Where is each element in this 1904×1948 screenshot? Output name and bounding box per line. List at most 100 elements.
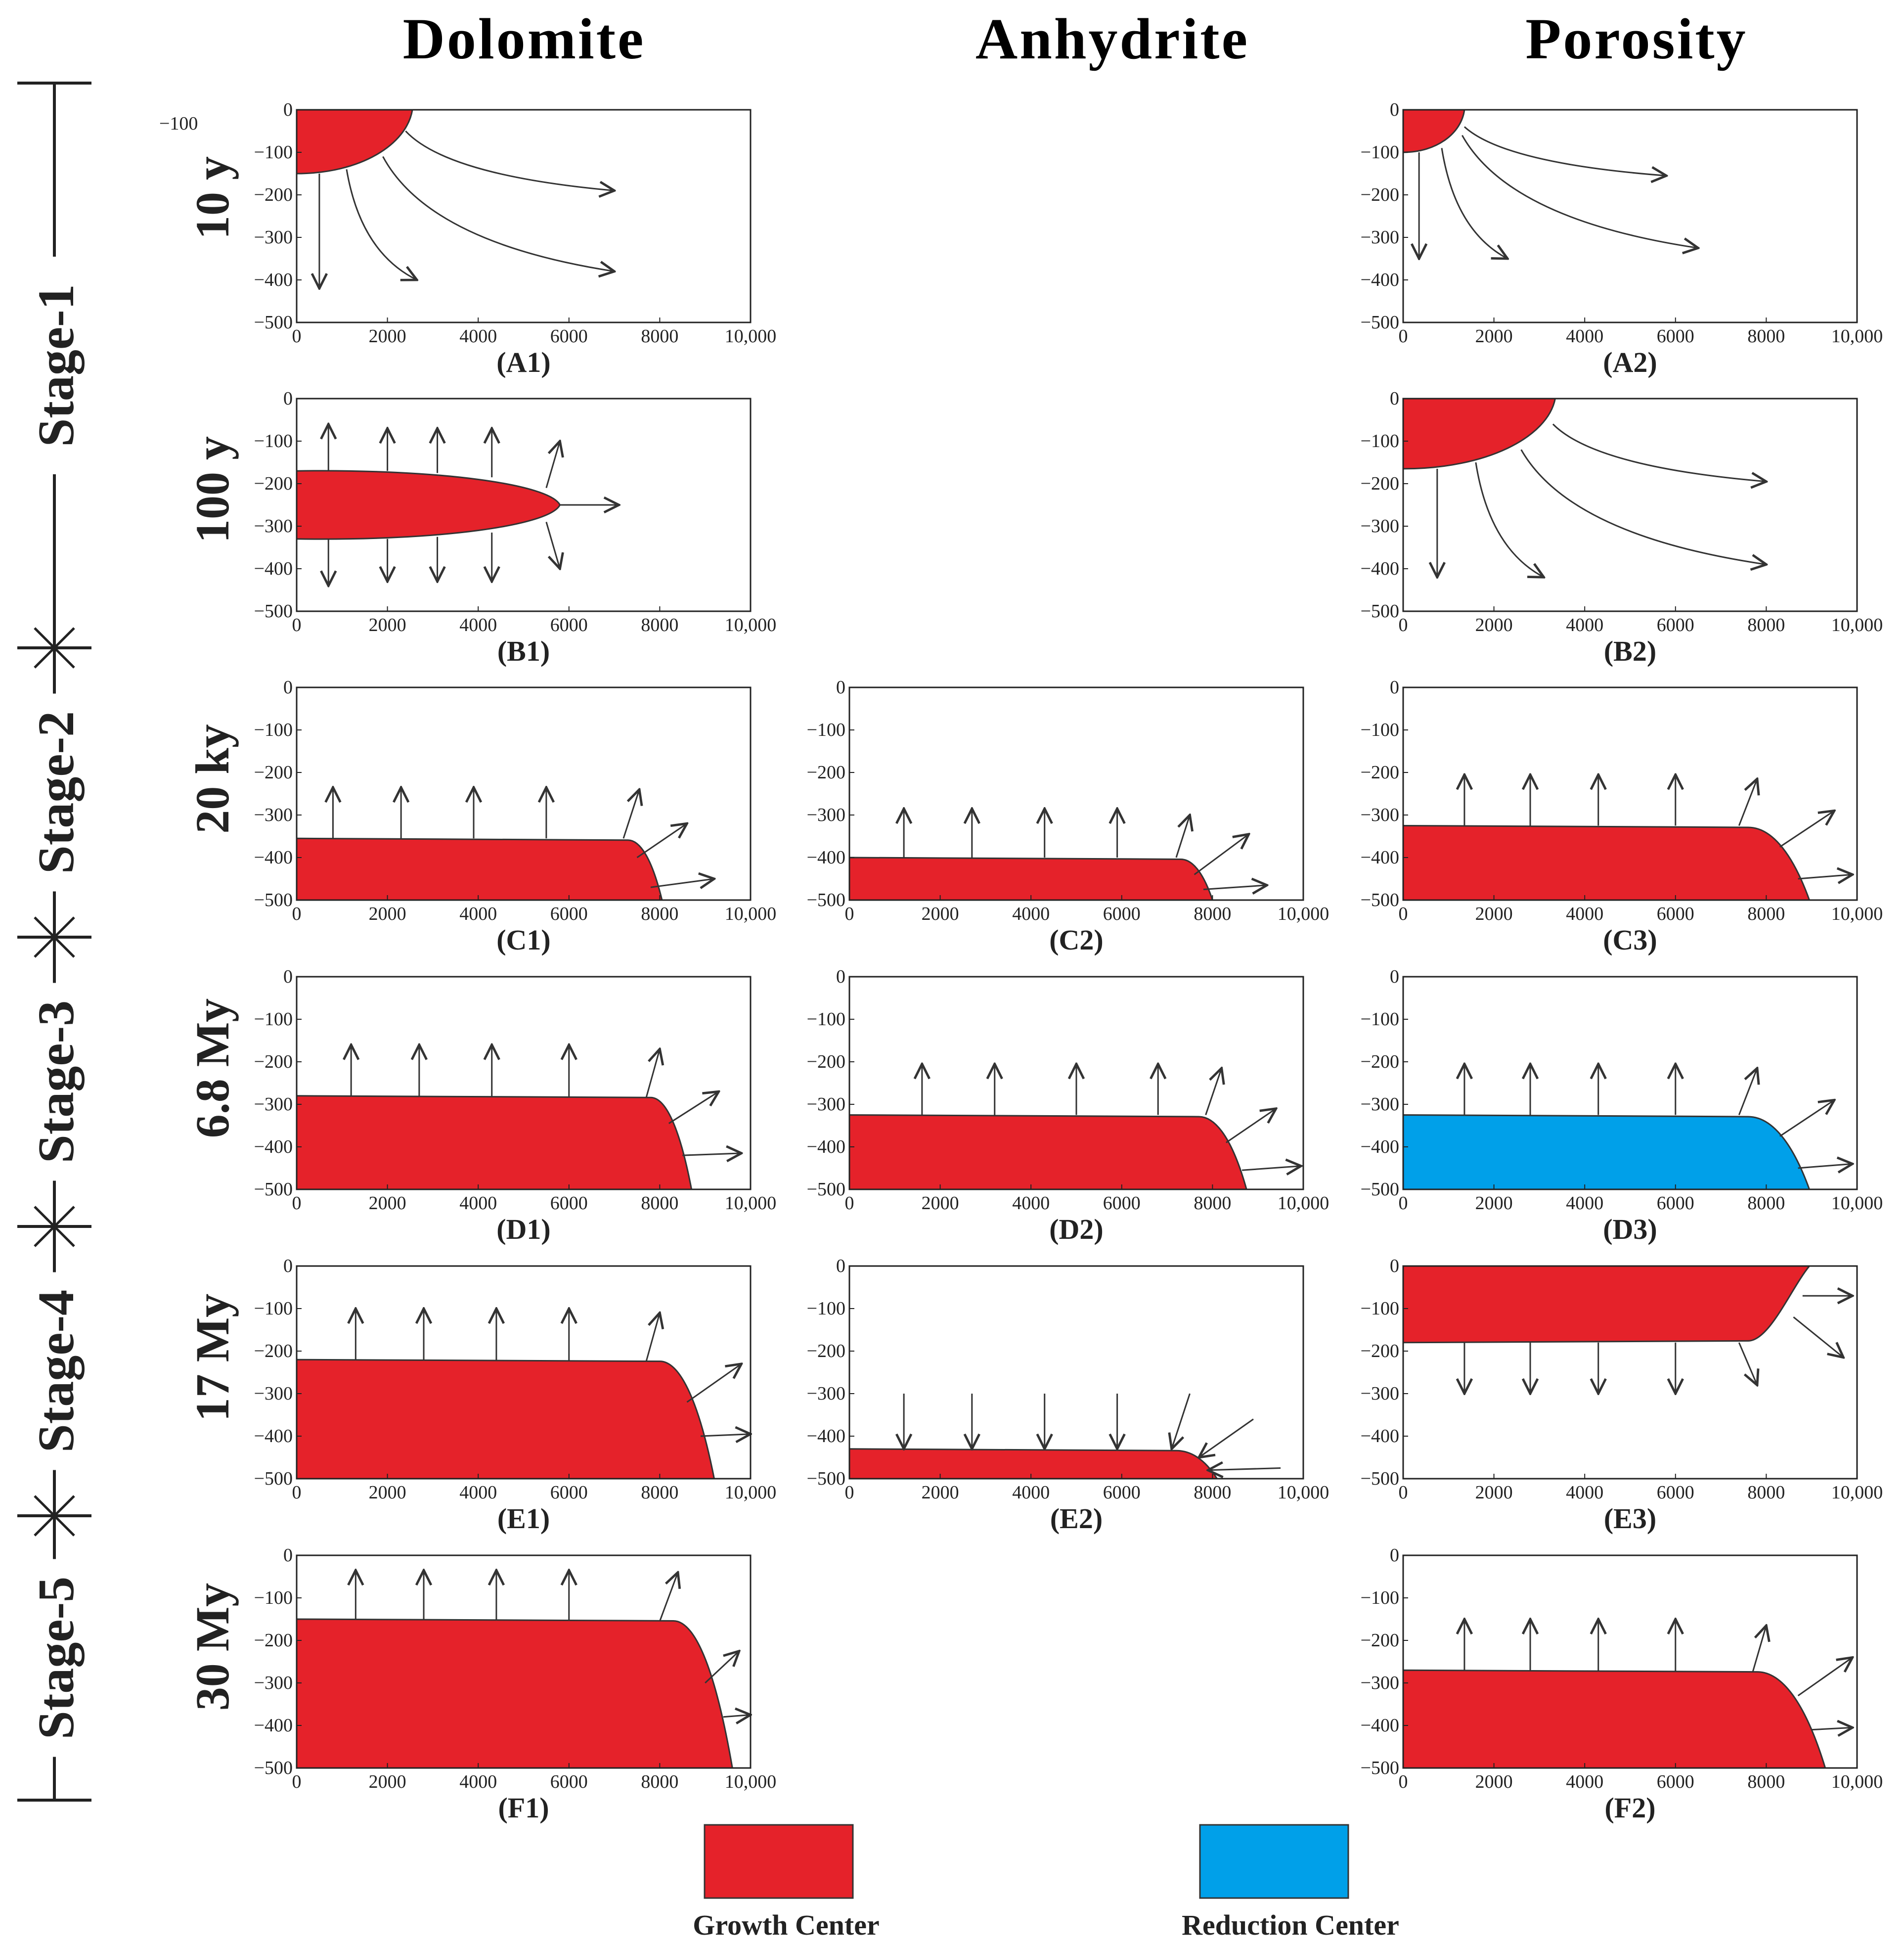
panel-frame-B1 [296,398,752,612]
x-tick-label: 2000 [369,1771,406,1792]
panel-label-C1: (C1) [496,924,551,956]
stage-label-2: Stage-2 [28,711,85,874]
y-tick-label: −200 [1361,184,1399,205]
y-tick-label: 0 [836,677,845,698]
arrow-E3-5 [1793,1316,1843,1358]
center-region-A1 [296,109,413,175]
x-tick-label: 8000 [641,326,678,347]
stage-timeline: Stage-1 Stage-2 Stage-3 Stage-4 Stage-5 [17,82,91,1802]
x-tick-label: 0 [292,326,302,347]
timeline-cross-b-1 [34,627,75,669]
x-tick-label: 2000 [369,615,406,635]
x-tick-label: 8000 [1747,1771,1785,1792]
x-tick-label: 6000 [1103,904,1141,924]
x-tick-label: 0 [1399,1193,1408,1214]
x-tick-label: 4000 [459,1771,497,1792]
panel-frame-E3 [1402,1265,1858,1480]
y-tick-label: −200 [1361,473,1399,494]
panel-label-D3: (D3) [1603,1213,1657,1245]
y-tick-label: −300 [254,1673,293,1693]
y-tick-label: −400 [1361,270,1399,290]
row-label-30my: 30 My [186,1583,239,1711]
x-tick-label: 6000 [1657,904,1694,924]
y-tick-label: 0 [283,966,293,987]
x-tick-label: 8000 [1194,1482,1231,1503]
y-tick-label: −200 [1361,1341,1399,1361]
center-region-D2 [848,1114,1248,1190]
x-tick-label: 10,000 [1831,904,1883,924]
panel-label-F2: (F2) [1604,1792,1655,1824]
y-tick-label: −300 [807,1383,845,1404]
x-tick-label: 2000 [922,1482,959,1503]
arrow-D1-5 [668,1091,719,1124]
panel-label-F1: (F1) [498,1792,549,1824]
y-tick-label: −100 [1361,1587,1399,1608]
y-tick-label: −300 [254,516,293,537]
x-tick-label: 2000 [369,326,406,347]
x-tick-label: 10,000 [725,615,777,635]
x-tick-label: 4000 [1012,904,1050,924]
x-tick-label: 10,000 [1831,1482,1883,1503]
stage-label-3: Stage-3 [28,1000,85,1163]
arrow-F1-5 [705,1651,739,1684]
arrow-E2-6 [1208,1468,1281,1470]
arrow-E3-4 [1738,1342,1757,1385]
y-tick-label: −100 [807,1298,845,1319]
x-tick-label: 4000 [1012,1482,1050,1503]
x-tick-label: 8000 [1747,615,1785,635]
y-tick-label: −100 [254,1298,293,1319]
arrow-C1-5 [636,823,687,859]
x-tick-label: 8000 [1747,1482,1785,1503]
stage-label-gap [27,1272,82,1470]
arrow-C2-4 [1175,815,1190,858]
y-tick-label: −400 [807,847,845,868]
y-tick-label: 0 [283,99,293,120]
arrow-D1-6 [682,1153,741,1155]
y-tick-label: −200 [1361,1630,1399,1651]
y-tick-label: −300 [807,1094,845,1115]
y-tick-label: −300 [1361,1383,1399,1404]
arrow-D2-6 [1241,1166,1301,1171]
timeline-cross-b-3 [34,1206,75,1247]
x-tick-label: 8000 [641,1482,678,1503]
x-tick-label: 4000 [1012,1193,1050,1214]
arrow-C3-6 [1798,874,1853,879]
row-label-100y: 100 y [186,436,239,543]
x-tick-label: 0 [292,904,302,924]
y-tick-label: −200 [1361,1051,1399,1072]
x-tick-label: 6000 [1657,326,1694,347]
y-tick-label: −400 [254,270,293,290]
arrow-C2-6 [1203,885,1267,890]
center-region-F1 [296,1618,734,1769]
x-tick-label: 10,000 [1831,615,1883,635]
y-tick-label: −300 [254,1094,293,1115]
y-tick-label: −500 [1361,312,1399,333]
x-tick-label: 0 [1399,1771,1408,1792]
y-tick-label: −100 [254,1009,293,1030]
arrow-D2-4 [1205,1068,1222,1115]
panel-frame-D1 [296,976,752,1190]
center-region-E2 [848,1448,1219,1480]
x-tick-label: 6000 [1657,1193,1694,1214]
center-region-D3 [1402,1114,1811,1190]
legend-swatch-reduction [1199,1824,1349,1899]
panel-label-E3: (E3) [1604,1502,1656,1535]
y-tick-label: 0 [283,1545,293,1566]
panel-label-B2: (B2) [1604,635,1656,667]
y-tick-label: −300 [1361,516,1399,537]
x-tick-label: 0 [845,904,854,924]
panel-grid: 0 −100 −200 −300 −400 −500 0 2000 4000 6000 8000 10… [254,99,1883,1824]
y-tick-label: −400 [807,1136,845,1157]
x-tick-label: 8000 [1194,1193,1231,1214]
y-tick-label: −100 [1361,1009,1399,1030]
panel-frame-F2 [1402,1554,1858,1769]
x-tick-label: 4000 [1566,326,1603,347]
y-tick-label: −400 [1361,1715,1399,1736]
x-tick-label: 2000 [922,1193,959,1214]
panel-frame-C2 [848,686,1304,901]
x-tick-label: 10,000 [1278,904,1329,924]
arrow-E2-4 [1172,1393,1191,1449]
